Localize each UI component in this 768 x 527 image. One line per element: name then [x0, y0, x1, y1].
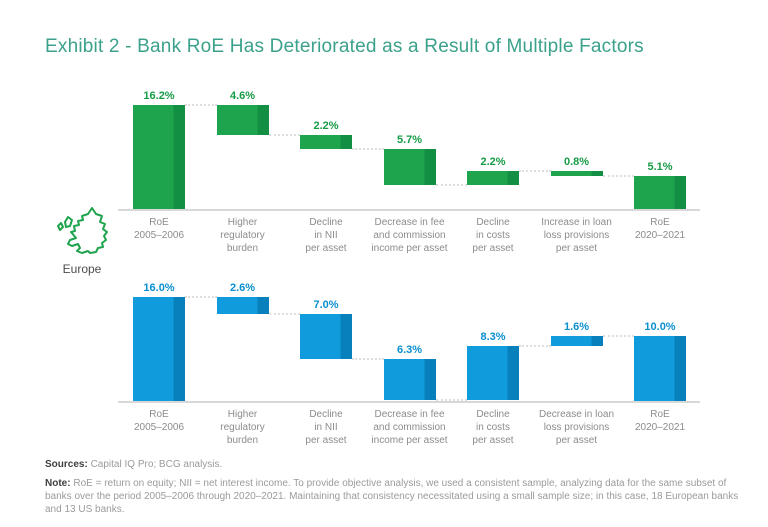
note-text: RoE = return on equity; NII = net intere… [45, 478, 739, 515]
us-waterfall-plot: US 16.0%2.6%7.0%6.3%8.3%1.6%10.0% [0, 277, 768, 403]
category-label: RoE 2020–2021 [634, 409, 686, 433]
bar-value-label: 2.2% [480, 156, 506, 169]
waterfall-bar [300, 313, 352, 360]
category-label: RoE 2020–2021 [634, 217, 686, 241]
bar-value-label: 5.1% [647, 161, 673, 174]
category-label: Higher regulatory burden [220, 409, 265, 446]
europe-category-labels: RoE 2005–2006 Higher regulatory burden Dec… [0, 216, 768, 258]
bar-value-label: 5.7% [396, 133, 423, 146]
bar-value-label: 7.0% [313, 298, 339, 311]
category-label: Decline in NII per asset [305, 217, 347, 254]
waterfall-bar [550, 336, 603, 347]
bar-value-label: 1.6% [563, 321, 590, 333]
bar-value-label: 16.2% [143, 90, 175, 102]
category-label: Higher regulatory burden [220, 217, 265, 254]
category-label: Decrease in loan loss provisions per ass… [538, 409, 615, 446]
bar-value-label: 10.0% [644, 321, 676, 333]
category-label: RoE 2005–2006 [133, 217, 185, 241]
waterfall-bar [300, 134, 352, 149]
category-label: Decrease in fee and commission income pe… [371, 409, 448, 446]
connector-line [185, 296, 217, 298]
europe-baseline-axis [118, 209, 700, 211]
waterfall-bar [216, 297, 269, 314]
connector-line [352, 358, 384, 361]
europe-region-block: Europe [49, 203, 115, 276]
europe-map-icon [57, 207, 108, 254]
bar-value-label: 2.6% [229, 282, 256, 294]
waterfall-bar [383, 148, 436, 186]
sources-label: Sources: [45, 459, 88, 470]
europe-waterfall-plot: Europe 16.2% 4.6% 2.2% 5.7% 2.2% 0.8% 5.1% [0, 85, 768, 276]
connector-line [519, 170, 551, 173]
category-label: Decline in costs per asset [472, 217, 514, 254]
waterfall-bar [550, 171, 603, 177]
waterfall-bar [634, 336, 686, 401]
bar-value-label: 2.2% [313, 119, 339, 132]
connector-line [435, 399, 467, 402]
connector-line [435, 184, 467, 187]
waterfall-bar [216, 105, 269, 135]
bar-value-label: 8.3% [480, 331, 506, 344]
waterfall-bar [133, 105, 185, 209]
category-label: Increase in loan loss provisions per ass… [541, 217, 612, 254]
connector-line [268, 133, 300, 136]
us-category-labels: RoE 2005–2006 Higher regulatory burden Dec… [0, 408, 768, 450]
europe-region-label: Europe [62, 262, 102, 276]
connector-line [519, 345, 551, 348]
connector-line [185, 104, 217, 106]
category-label: Decline in NII per asset [305, 409, 347, 446]
category-label: Decrease in fee and commission income pe… [371, 217, 448, 254]
bar-value-label: 0.8% [563, 156, 590, 169]
category-label: RoE 2005–2006 [133, 409, 185, 433]
bar-value-label: 4.6% [229, 90, 256, 102]
note-label: Note: [45, 478, 71, 489]
us-baseline-axis [118, 401, 700, 403]
sources-line: Sources: Capital IQ Pro; BCG analysis. [45, 458, 747, 471]
exhibit-title: Exhibit 2 - Bank RoE Has Deteriorated as… [45, 36, 644, 57]
bar-value-label: 6.3% [396, 344, 423, 357]
connector-line [268, 312, 300, 315]
category-label: Decline in costs per asset [472, 409, 514, 446]
bar-value-label: 16.0% [143, 282, 175, 294]
connector-line [602, 175, 634, 178]
waterfall-bar [133, 297, 185, 401]
connector-line [602, 335, 634, 337]
note-line: Note: RoE = return on equity; NII = net … [45, 477, 747, 516]
waterfall-bar [634, 176, 686, 209]
sources-text: Capital IQ Pro; BCG analysis. [87, 459, 223, 470]
connector-line [352, 147, 384, 150]
waterfall-bar [383, 359, 436, 401]
waterfall-bar [467, 171, 519, 186]
waterfall-bar [467, 346, 519, 401]
